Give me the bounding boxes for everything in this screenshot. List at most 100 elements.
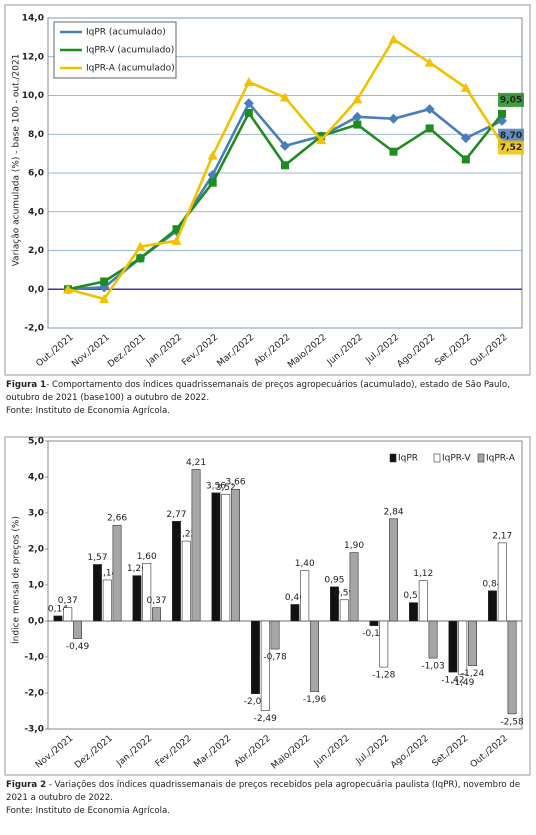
value-label: 7,52	[500, 143, 522, 153]
y-tick-label: 2,0	[28, 545, 44, 555]
y-tick-label: 4,0	[28, 207, 44, 217]
marker	[316, 135, 327, 145]
y-tick-label: 5,0	[28, 437, 44, 447]
bar	[152, 607, 161, 622]
y-tick-label: -1,0	[24, 653, 44, 663]
bar	[231, 488, 240, 622]
value-label: -1,24	[461, 669, 485, 679]
bar	[251, 620, 260, 695]
legend-label: IqPR (acumulado)	[86, 28, 166, 38]
value-label: 1,60	[137, 552, 157, 562]
bar	[369, 620, 379, 626]
bar	[458, 620, 468, 675]
value-label: -1,03	[421, 662, 444, 672]
legend-label: IqPR-V	[442, 454, 471, 464]
marker	[353, 120, 362, 129]
chart-1: Variação acumulada (%) - base 100 - out.…	[4, 4, 531, 376]
bar	[379, 620, 389, 668]
bar	[389, 518, 398, 622]
y-tick-label: 14,0	[22, 14, 44, 24]
y-tick-label: 4,0	[28, 473, 44, 483]
bar	[211, 492, 221, 622]
marker	[243, 98, 254, 109]
bar	[428, 620, 438, 659]
value-label: -2,58	[500, 717, 524, 727]
bar	[181, 540, 191, 622]
y-tick-label: 6,0	[28, 169, 44, 179]
value-label: 0,84	[482, 579, 502, 589]
value-label: 3,52	[216, 483, 236, 493]
y-tick-label: 8,0	[28, 130, 44, 140]
marker	[244, 108, 253, 117]
value-label: 1,57	[87, 553, 107, 563]
marker	[172, 225, 181, 234]
value-label: 2,77	[166, 510, 186, 520]
value-label-box	[498, 92, 524, 107]
bar	[53, 615, 63, 622]
value-label: 9,05	[500, 95, 522, 105]
value-label: 2,17	[492, 531, 512, 541]
legend-swatch	[433, 453, 441, 463]
value-label: 4,21	[186, 458, 206, 468]
marker	[99, 293, 110, 303]
marker	[460, 82, 471, 92]
y-axis-label: Variação acumulada (%) - base 100 - out.…	[12, 54, 22, 267]
value-label: 3,66	[226, 478, 246, 488]
caption-2: Figura 2 - Variações dos índices quadris…	[6, 779, 530, 818]
marker	[424, 104, 435, 115]
value-label: 1,90	[344, 541, 364, 551]
bar	[73, 620, 82, 639]
value-label: 0,37	[147, 596, 167, 606]
marker	[243, 76, 254, 86]
marker	[280, 140, 290, 151]
value-label: 0,46	[285, 593, 305, 603]
bar	[260, 620, 270, 711]
marker	[207, 150, 218, 160]
value-label: -2,02	[244, 697, 267, 707]
marker	[389, 147, 398, 156]
bar	[142, 563, 152, 622]
value-label: 0,14	[48, 604, 68, 614]
bar	[488, 590, 497, 622]
y-tick-label: -2,0	[24, 689, 44, 699]
marker	[424, 57, 435, 67]
marker	[281, 161, 289, 170]
value-label: 8,70	[500, 131, 522, 141]
value-label: 0,59	[334, 588, 354, 598]
value-label: 0,37	[58, 596, 78, 606]
marker	[461, 155, 470, 164]
y-tick-label: 3,0	[28, 509, 44, 519]
marker	[388, 34, 399, 44]
bar	[468, 620, 477, 666]
y-tick-label: 0,0	[28, 285, 44, 295]
marker	[208, 178, 217, 187]
bar	[221, 493, 231, 622]
legend-label: IqPR-V (acumulado)	[86, 46, 174, 56]
y-tick-label: -3,0	[24, 725, 44, 735]
marker	[388, 113, 399, 124]
value-label: 2,22	[176, 530, 196, 540]
value-label: -1,96	[303, 695, 327, 705]
value-label: 1,12	[413, 569, 433, 579]
marker	[425, 124, 434, 133]
bar	[339, 599, 349, 622]
value-label: 1,14	[97, 568, 117, 578]
bar	[418, 580, 428, 622]
value-label: -0,13	[362, 629, 385, 639]
bar	[497, 542, 507, 622]
y-tick-label: 10,0	[22, 91, 44, 101]
value-label: 3,56	[206, 481, 226, 491]
y-tick-label: 0,0	[28, 617, 44, 627]
caption-label: Figura 1	[6, 380, 47, 390]
bar	[172, 520, 181, 622]
bar	[191, 469, 201, 622]
caption-text: - Variações dos índices quadrissemanais …	[6, 780, 521, 803]
y-tick-label: -2,0	[24, 324, 44, 334]
marker	[135, 241, 146, 251]
value-label: 2,66	[107, 514, 127, 524]
legend-label: IqPR	[398, 454, 418, 464]
y-tick-label: 1,0	[28, 581, 44, 591]
bar	[448, 620, 458, 673]
bar	[507, 620, 517, 715]
